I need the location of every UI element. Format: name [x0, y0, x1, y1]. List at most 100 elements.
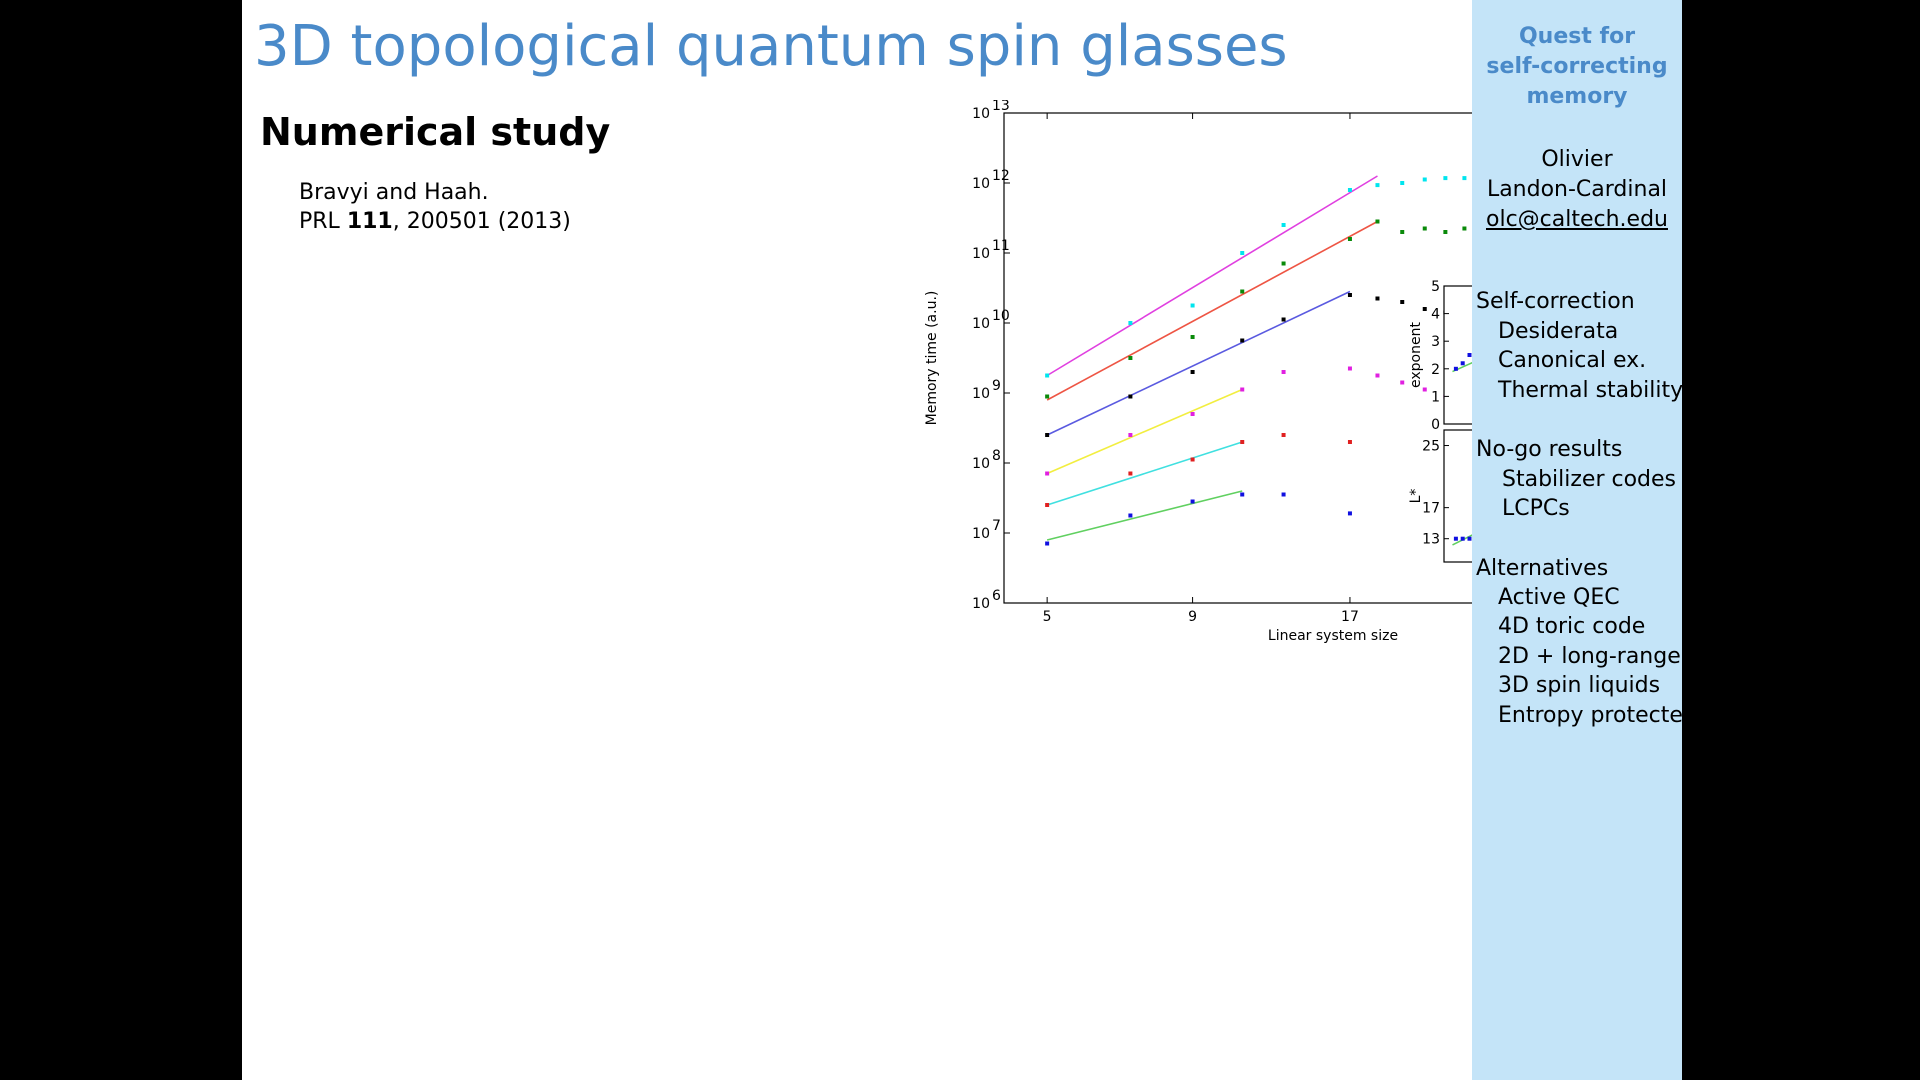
data-point [1190, 499, 1195, 504]
data-point [1128, 321, 1133, 325]
outline-item: Entropy protected [1498, 703, 1697, 728]
data-point [1128, 471, 1133, 476]
inset-y-tick-label: 2 [1431, 362, 1440, 378]
y-tick-exponent: 9 [992, 378, 1001, 394]
y-tick-exponent: 12 [992, 168, 1010, 184]
data-point [1347, 440, 1352, 444]
fit-line [1046, 490, 1243, 541]
data-point [1462, 176, 1467, 181]
fit-line [1046, 441, 1243, 506]
x-tick-label: 5 [1043, 609, 1052, 625]
outline-item: Self-correction [1476, 289, 1635, 314]
data-point [1400, 380, 1405, 385]
outline-item: Canonical ex. [1498, 348, 1647, 373]
outline-item: 4D toric code [1498, 614, 1646, 639]
x-tick-label: 17 [1341, 609, 1359, 625]
data-point [1375, 219, 1380, 224]
data-point [1400, 300, 1405, 304]
data-point [1190, 412, 1195, 416]
inset-y-axis-label: L* [1408, 489, 1424, 504]
outline-item: 3D spin liquids [1498, 673, 1661, 698]
outline-item: Thermal stability [1498, 378, 1684, 403]
inset-data-point [1460, 361, 1465, 366]
data-point [1190, 457, 1195, 462]
data-point [1443, 230, 1448, 234]
outline-item: LCPCs [1502, 496, 1570, 521]
data-point [1375, 296, 1380, 301]
y-axis-label: Memory time (a.u.) [924, 291, 940, 426]
data-point [1375, 183, 1380, 188]
y-tick-exponent: 10 [992, 308, 1010, 324]
sidebar: Quest for self-correcting memory Olivier… [1472, 0, 1697, 1080]
section-heading: Numerical study [260, 110, 611, 154]
data-point [1281, 261, 1286, 266]
data-point [1240, 492, 1245, 497]
data-point [1045, 541, 1050, 546]
sidebar-heading-line: Quest for [1518, 24, 1636, 49]
data-point [1281, 433, 1286, 437]
data-point [1128, 394, 1133, 399]
y-tick-exponent: 11 [992, 238, 1010, 254]
data-point [1422, 226, 1427, 231]
fit-line [1046, 220, 1378, 401]
data-point [1240, 387, 1245, 392]
sidebar-heading-line: self-correcting [1486, 54, 1668, 79]
y-tick-label: 10 [972, 246, 990, 262]
data-point [1347, 188, 1352, 192]
data-point [1347, 366, 1352, 371]
data-point [1240, 251, 1245, 255]
data-point [1347, 293, 1352, 297]
y-tick-label: 10 [972, 526, 990, 542]
data-point [1400, 230, 1405, 234]
inset-y-tick-label: 5 [1431, 279, 1440, 295]
data-point [1128, 433, 1133, 437]
inset-data-point [1467, 536, 1472, 541]
data-point [1045, 471, 1050, 476]
data-point [1400, 181, 1405, 185]
y-tick-exponent: 8 [992, 448, 1001, 464]
inset-data-point [1453, 536, 1458, 541]
reference-journal: PRL [299, 209, 340, 234]
data-point [1240, 338, 1245, 343]
inset-y-tick-label: 0 [1431, 417, 1440, 433]
data-point [1281, 492, 1286, 497]
data-point [1128, 513, 1133, 518]
data-point [1422, 387, 1427, 392]
data-point [1045, 394, 1050, 399]
y-tick-label: 10 [972, 386, 990, 402]
author-email-link[interactable]: olc@caltech.edu [1486, 207, 1668, 232]
fit-line [1046, 388, 1243, 475]
data-point [1240, 440, 1245, 444]
inset-y-tick-label: 13 [1422, 532, 1440, 548]
fit-line [1046, 175, 1378, 377]
data-point [1281, 317, 1286, 322]
author-first-name: Olivier [1541, 147, 1613, 172]
reference-authors: Bravyi and Haah. [299, 180, 489, 205]
data-point [1190, 303, 1195, 308]
inset-y-axis-label: exponent [1408, 322, 1424, 388]
inset-y-tick-label: 3 [1431, 334, 1440, 350]
inset-y-tick-label: 25 [1422, 439, 1440, 455]
inset-y-tick-label: 4 [1431, 307, 1440, 323]
data-point [1240, 289, 1245, 294]
inset-data-point [1460, 536, 1465, 541]
data-point [1045, 503, 1050, 507]
data-point [1347, 511, 1352, 516]
author-last-name: Landon-Cardinal [1486, 177, 1668, 202]
reference-volume: 111 [346, 209, 393, 234]
author-block: Olivier Landon-Cardinal olc@caltech.edu [1472, 145, 1682, 235]
y-tick-exponent: 7 [992, 518, 1001, 534]
data-point [1422, 307, 1427, 311]
reference-pages-year: , 200501 (2013) [392, 209, 571, 234]
outline-item: Stabilizer codes [1502, 467, 1677, 492]
data-point [1462, 226, 1467, 231]
data-point [1347, 237, 1352, 241]
inset-y-tick-label: 17 [1422, 501, 1440, 517]
y-tick-exponent: 6 [992, 588, 1001, 604]
outline-item: Desiderata [1498, 319, 1619, 344]
y-tick-exponent: 13 [992, 100, 1010, 114]
y-tick-label: 10 [972, 176, 990, 192]
slide-title: 3D topological quantum spin glasses [254, 14, 1288, 79]
fit-line [1046, 290, 1351, 436]
y-tick-label: 10 [972, 316, 990, 332]
